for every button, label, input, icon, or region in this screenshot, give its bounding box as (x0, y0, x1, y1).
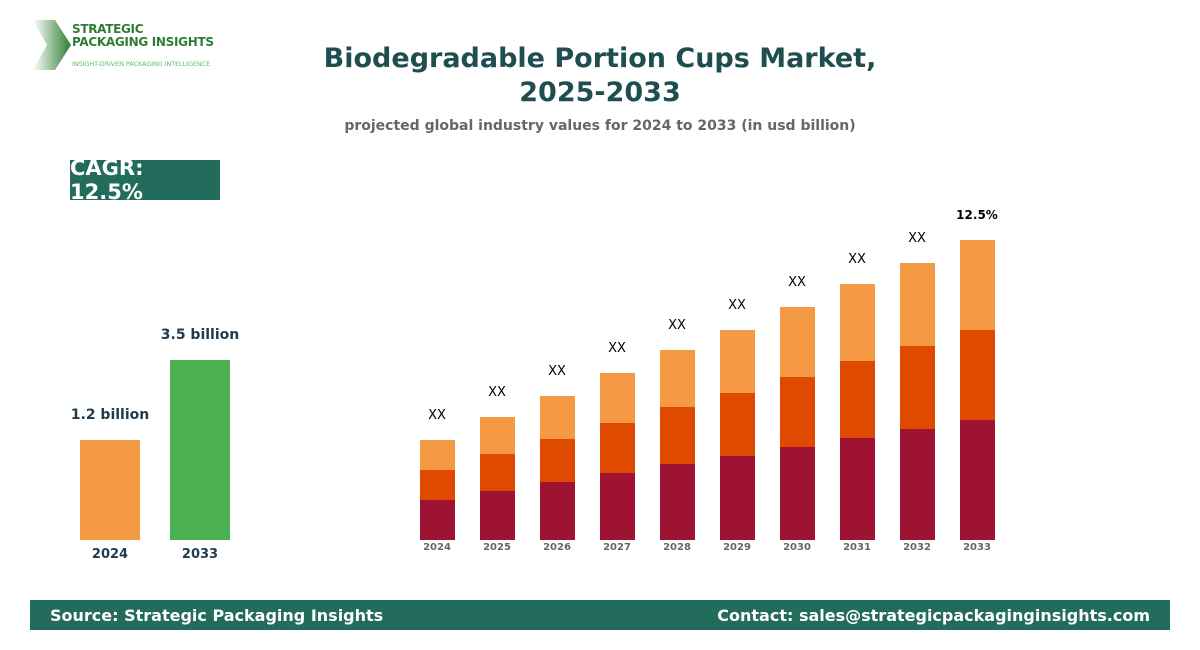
bar-2025-segment-middle (480, 454, 515, 491)
bar-2032-segment-middle (900, 346, 935, 429)
logo-line2: PACKAGING INSIGHTS (72, 35, 214, 49)
bar-2031-segment-top (840, 284, 875, 361)
bar-2024-segment-top (420, 440, 455, 470)
x-tick-2026: 2026 (543, 542, 571, 553)
x-tick-2025: 2025 (483, 542, 511, 553)
x-tick-2027: 2027 (603, 542, 631, 553)
x-tick-2032: 2032 (903, 542, 931, 553)
data-label-2032: XX (908, 231, 926, 246)
logo: STRATEGIC PACKAGING INSIGHTS INSIGHT-DRIV… (30, 18, 230, 73)
contact-link[interactable]: Contact: sales@strategicpackaginginsight… (717, 605, 1150, 625)
x-tick-2031: 2031 (843, 542, 871, 553)
bar-2029-segment-middle (720, 393, 755, 456)
chevron-logo-icon (33, 20, 71, 70)
logo-line1: STRATEGIC (72, 22, 144, 36)
source-text: Source: Strategic Packaging Insights (50, 605, 384, 625)
title-line1: Biodegradable Portion Cups Market, (323, 43, 877, 74)
x-tick-2024: 2024 (423, 542, 451, 553)
data-label-2026: XX (548, 364, 566, 379)
x-tick-2033: 2033 (181, 547, 219, 562)
data-label-2024: XX (428, 408, 446, 423)
chart-area (80, 240, 995, 540)
data-label-2033: 3.5 billion (160, 327, 240, 343)
bar-2030-segment-top (780, 307, 815, 377)
bar-2025-segment-bottom (480, 491, 515, 540)
bar-2031-segment-bottom (840, 438, 875, 540)
bar-2025-segment-top (480, 417, 515, 454)
bar-2027-segment-bottom (600, 473, 635, 540)
bar-2029-segment-top (720, 330, 755, 393)
bar-2030-segment-bottom (780, 447, 815, 540)
bar-2028-segment-bottom (660, 464, 695, 540)
x-tick-2028: 2028 (663, 542, 691, 553)
bar-2032-segment-top (900, 263, 935, 346)
data-label-2030: XX (788, 275, 806, 290)
data-label-2024: 1.2 billion (70, 407, 150, 423)
bar-2026-segment-middle (540, 439, 575, 482)
bar-2032-segment-bottom (900, 429, 935, 540)
logo-text: STRATEGIC PACKAGING INSIGHTS (72, 23, 214, 49)
data-label-2025: XX (488, 385, 506, 400)
x-tick-2030: 2030 (783, 542, 811, 553)
data-label-2031: XX (848, 252, 866, 267)
data-label-2029: XX (728, 298, 746, 313)
bar-2026-segment-top (540, 396, 575, 439)
title-line2: 2025-2033 (519, 77, 681, 108)
bar-2033-segment-top (960, 240, 995, 330)
x-tick-2024: 2024 (91, 547, 129, 562)
cagr-annotation: 12.5% (956, 208, 998, 222)
bar-2033-segment-bottom (960, 420, 995, 540)
logo-tagline: INSIGHT-DRIVEN PACKAGING INTELLIGENCE (72, 60, 211, 68)
bar-2024-segment-middle (420, 470, 455, 500)
footer: Source: Strategic Packaging Insights Con… (30, 600, 1170, 630)
bar-2028-segment-top (660, 350, 695, 407)
bar-2029-segment-bottom (720, 456, 755, 540)
bar-2031-segment-middle (840, 361, 875, 438)
x-tick-2033: 2033 (963, 542, 991, 553)
x-tick-2029: 2029 (723, 542, 751, 553)
chart-title: Biodegradable Portion Cups Market, 2025-2… (300, 42, 900, 110)
bar-2026-segment-bottom (540, 482, 575, 540)
bar-2028-segment-middle (660, 407, 695, 464)
bar-2027-segment-middle (600, 423, 635, 473)
bar-2030-segment-middle (780, 377, 815, 447)
bar-2033 (170, 360, 230, 540)
bar-2027-segment-top (600, 373, 635, 423)
bar-2024 (80, 440, 140, 540)
data-label-2027: XX (608, 341, 626, 356)
chart-subtitle: projected global industry values for 202… (344, 118, 856, 134)
bar-2033-segment-middle (960, 330, 995, 420)
bar-2024-segment-bottom (420, 500, 455, 540)
data-label-2028: XX (668, 318, 686, 333)
